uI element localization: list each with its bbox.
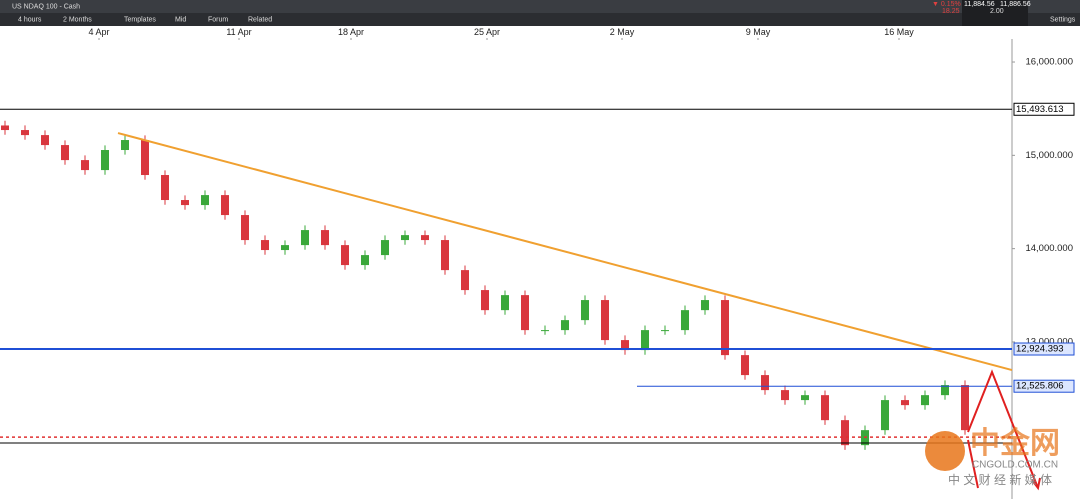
level-label: 12,924.393 (1016, 344, 1064, 355)
sell-price[interactable]: 11,884.56 (964, 1, 995, 8)
candle-body (201, 195, 209, 206)
quote-box[interactable] (962, 0, 1028, 26)
candle-body (141, 140, 149, 176)
watermark-site: CNGOLD.COM.CN (972, 460, 1058, 471)
candle-body (221, 195, 229, 216)
candle-body (421, 235, 429, 241)
candle-body (621, 340, 629, 351)
candle-body (121, 140, 129, 151)
plot: 4 Apr 11 Apr 18 Apr 25 Apr 2 May 9 May 16 May 1… (0, 27, 1075, 491)
toolbar-button[interactable]: Mid (175, 16, 186, 23)
candle-body (821, 395, 829, 421)
candle-body (481, 290, 489, 311)
candle-body (501, 295, 509, 311)
y-tick-label: 14,000.000 (1025, 243, 1073, 254)
candle-body (1, 125, 9, 131)
x-tick-label: 2 May (610, 27, 635, 37)
candle-body (461, 270, 469, 291)
projection-arrow (967, 369, 1041, 491)
candle-body (921, 395, 929, 406)
y-tick-label: 16,000.000 (1025, 57, 1073, 68)
x-tick-label: 11 Apr (226, 27, 251, 37)
candle-body (661, 330, 669, 332)
title-bar (0, 0, 1080, 13)
x-tick-label: 25 Apr (474, 27, 500, 37)
toolbar-button[interactable]: Forum (208, 16, 228, 23)
change-pct: ▼ 0.15% (932, 1, 961, 8)
candle-body (101, 150, 109, 171)
candle-body (41, 135, 49, 146)
candle-body (721, 300, 729, 356)
candle-body (21, 130, 29, 136)
candle-body (701, 300, 709, 311)
level-label: 15,493.613 (1016, 104, 1064, 115)
candle-body (361, 255, 369, 266)
candle-body (81, 160, 89, 171)
candle-body (781, 390, 789, 401)
date-axis (0, 26, 1080, 39)
spread: 2.00 (990, 8, 1004, 15)
watermark-logo-icon (925, 431, 965, 471)
candle-body (321, 230, 329, 246)
toolbar-button[interactable]: Templates (124, 16, 156, 23)
candle-body (901, 400, 909, 406)
candle-body (261, 240, 269, 251)
watermark-logo: 中金网 (970, 426, 1060, 460)
candle-body (281, 245, 289, 251)
level-label: 12,525.806 (1016, 381, 1064, 392)
candle-body (641, 330, 649, 351)
y-tick-label: 13,000.000 (1025, 336, 1073, 347)
candle-body (541, 330, 549, 332)
x-tick-label: 18 Apr (338, 27, 364, 37)
candle-body (841, 420, 849, 446)
candle-body (61, 145, 69, 161)
candle-body (241, 215, 249, 241)
candle-body (881, 400, 889, 431)
toolbar-button[interactable]: Related (248, 16, 272, 23)
candle-body (801, 395, 809, 401)
candle-body (681, 310, 689, 331)
buy-price[interactable]: 11,886.56 (1000, 1, 1031, 8)
x-tick-label: 9 May (746, 27, 771, 37)
instrument[interactable]: US NDAQ 100 - Cash (12, 3, 80, 10)
candle-body (941, 385, 949, 396)
candle-body (741, 355, 749, 376)
candle-body (381, 240, 389, 256)
y-tick-label: 15,000.000 (1025, 150, 1073, 161)
candle-body (581, 300, 589, 321)
candle-body (961, 385, 969, 431)
range[interactable]: 2 Months (63, 16, 92, 23)
candle-body (301, 230, 309, 246)
interval[interactable]: 4 hours (18, 16, 42, 23)
candle-body (161, 175, 169, 201)
watermark-tagline: 中 文 财 经 新 媒 体 (948, 472, 1052, 487)
candle-body (561, 320, 569, 331)
candle-body (181, 200, 189, 206)
candle-body (441, 240, 449, 271)
candle-body (521, 295, 529, 331)
settings[interactable]: Settings (1050, 16, 1076, 23)
candle-body (341, 245, 349, 266)
x-tick-label: 4 Apr (88, 27, 109, 37)
level-label-box (1013, 102, 1075, 116)
change: 18.25 (942, 8, 960, 15)
level-label-box (1013, 379, 1075, 393)
level-label-box (1013, 342, 1075, 356)
x-tick-label: 16 May (884, 27, 914, 37)
tool-bar (0, 13, 1080, 26)
candle-body (601, 300, 609, 341)
candle-body (401, 235, 409, 241)
candle-body (761, 375, 769, 391)
trendline (117, 132, 1013, 372)
